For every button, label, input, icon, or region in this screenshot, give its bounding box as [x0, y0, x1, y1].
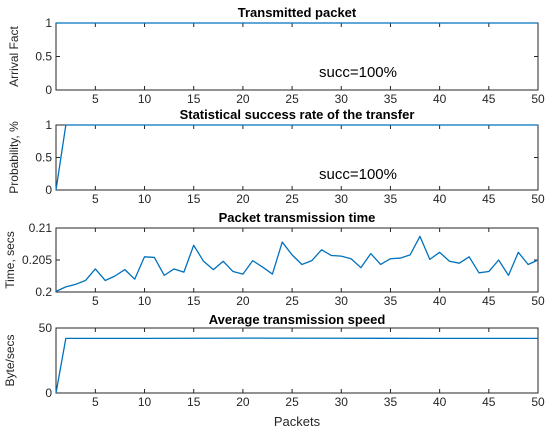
y-tick-label: 0: [45, 83, 52, 97]
panel-3-title: Packet transmission time: [219, 210, 376, 225]
x-tick-label: 50: [531, 92, 545, 106]
y-tick-label: 50: [39, 321, 53, 335]
y-tick-label: 0.5: [35, 50, 52, 64]
panel-1-title: Transmitted packet: [238, 5, 357, 20]
x-tick-label: 15: [187, 294, 201, 308]
y-tick-label: 0: [45, 386, 52, 400]
x-tick-label: 45: [482, 92, 496, 106]
x-tick-label: 10: [138, 294, 152, 308]
x-tick-label: 30: [335, 395, 349, 409]
x-tick-label: 45: [482, 294, 496, 308]
panel-3-series-line: [55, 235, 539, 292]
panel-2-title: Statistical success rate of the transfer: [180, 107, 415, 122]
x-tick-label: 35: [384, 294, 398, 308]
x-tick-label: 5: [92, 192, 99, 206]
x-tick-label: 30: [335, 92, 349, 106]
y-tick-label: 1: [45, 118, 52, 132]
x-tick-label: 25: [285, 192, 299, 206]
x-tick-label: 20: [236, 395, 250, 409]
panel-1-annotation: succ=100%: [319, 64, 397, 81]
x-tick-label: 20: [236, 192, 250, 206]
x-tick-label: 35: [384, 395, 398, 409]
panel-2-annotation: succ=100%: [319, 166, 397, 183]
panel-1-frame: [55, 22, 539, 91]
x-tick-label: 10: [138, 395, 152, 409]
x-tick-label: 40: [433, 192, 447, 206]
x-tick-label: 50: [531, 395, 545, 409]
panel-1-y-axis-label: Arrival Fact: [7, 26, 21, 87]
panel-4-y-axis-label: Byte/secs: [3, 334, 17, 386]
x-tick-label: 45: [482, 395, 496, 409]
panel-2-y-axis-label: Probability, %: [7, 121, 21, 194]
x-tick-label: 10: [138, 192, 152, 206]
panel-3-y-axis-label: Time, secs: [3, 231, 17, 289]
x-tick-label: 30: [335, 192, 349, 206]
x-tick-label: 35: [384, 92, 398, 106]
y-tick-label: 0.2: [35, 285, 52, 299]
y-tick-label: 0: [45, 183, 52, 197]
x-tick-label: 15: [187, 92, 201, 106]
panel-4-series-line: [55, 337, 538, 394]
x-tick-label: 5: [92, 294, 99, 308]
x-tick-label: 50: [531, 294, 545, 308]
x-tick-label: 40: [433, 294, 447, 308]
x-tick-label: 10: [138, 92, 152, 106]
y-tick-label: 0.21: [29, 221, 53, 235]
y-tick-label: 1: [45, 16, 52, 30]
x-tick-label: 25: [285, 294, 299, 308]
x-tick-label: 5: [92, 395, 99, 409]
panel-4-frame: [55, 327, 539, 394]
x-tick-label: 45: [482, 192, 496, 206]
x-tick-label: 25: [285, 395, 299, 409]
x-tick-label: 20: [236, 294, 250, 308]
x-tick-label: 30: [335, 294, 349, 308]
panel-2-frame: [55, 124, 539, 191]
x-tick-label: 40: [433, 395, 447, 409]
x-axis-label: Packets: [274, 414, 321, 429]
x-tick-label: 50: [531, 192, 545, 206]
panel-4-title: Average transmission speed: [209, 312, 386, 327]
x-tick-label: 15: [187, 395, 201, 409]
x-tick-label: 25: [285, 92, 299, 106]
x-tick-label: 20: [236, 92, 250, 106]
x-tick-label: 40: [433, 92, 447, 106]
x-tick-label: 15: [187, 192, 201, 206]
x-tick-label: 35: [384, 192, 398, 206]
y-tick-label: 0.205: [22, 253, 52, 267]
x-tick-label: 5: [92, 92, 99, 106]
panel-2-series-line: [55, 124, 538, 191]
y-tick-label: 0.5: [35, 151, 52, 165]
